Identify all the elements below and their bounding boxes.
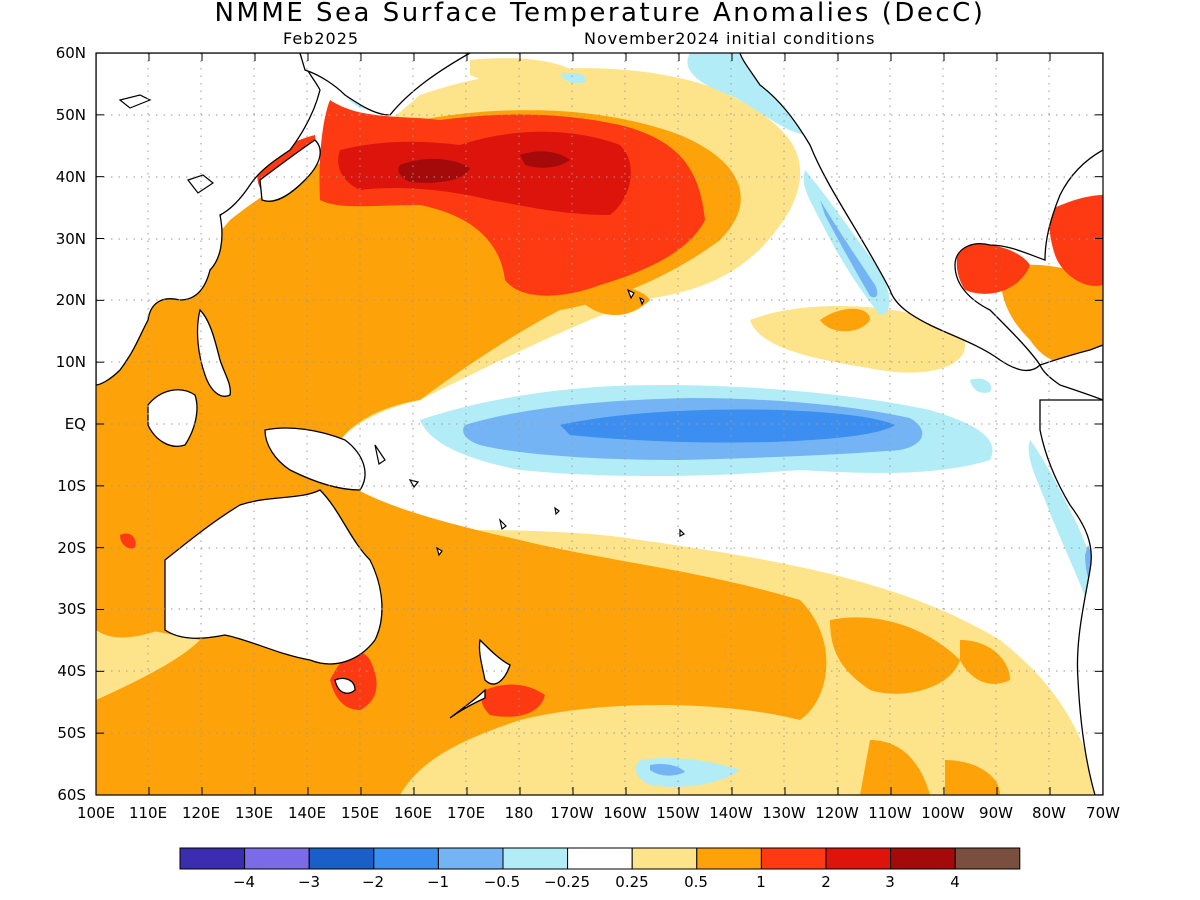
extreme-warm-anomaly: [398, 151, 570, 183]
islands: [118, 94, 686, 557]
lat-label: 60S: [57, 786, 86, 804]
initial-conditions: November2024 initial conditions: [584, 29, 876, 48]
colorbar: −4 −3 −2 −1 −0.5 −0.25 0.25 0.5 1 2 3 4: [179, 847, 1021, 891]
land-north-america: [739, 53, 1103, 372]
land-australia: [164, 489, 383, 665]
colorbar-swatch: [502, 847, 569, 870]
lat-label: 40S: [57, 662, 86, 680]
colorbar-label: 1: [756, 873, 766, 891]
colorbar-swatch: [696, 847, 762, 870]
graticule: [96, 53, 1103, 795]
colorbar-swatches: [179, 847, 1021, 870]
forecast-month: Feb2025: [283, 29, 360, 48]
colorbar-label: 0.25: [615, 873, 648, 891]
lon-label: 120E: [182, 804, 220, 822]
land-new-zealand-north: [478, 638, 511, 685]
lat-label: 20N: [56, 291, 86, 309]
lon-label: 80W: [1032, 804, 1066, 822]
lat-label: 10N: [56, 353, 86, 371]
lat-label: 50N: [56, 106, 86, 124]
lon-label: 140E: [288, 804, 326, 822]
lat-label: 30S: [57, 600, 86, 618]
colorbar-label: −3: [298, 873, 320, 891]
lon-label: 110W: [868, 804, 912, 822]
map-plot-area: [96, 53, 1103, 795]
land-new-zealand-south: [449, 688, 486, 719]
lon-label: 160E: [394, 804, 432, 822]
colorbar-label: 0.5: [684, 873, 708, 891]
lat-label: 40N: [56, 168, 86, 186]
colorbar-swatch: [179, 847, 246, 870]
lon-label: 110E: [129, 804, 167, 822]
lon-label: 120W: [815, 804, 859, 822]
lon-label: 170W: [550, 804, 594, 822]
land-masses: [96, 53, 1103, 795]
colorbar-swatch: [567, 847, 633, 870]
colorbar-labels: −4 −3 −2 −1 −0.5 −0.25 0.25 0.5 1 2 3 4: [233, 873, 960, 891]
lon-label: 150E: [341, 804, 379, 822]
lon-label: 130W: [762, 804, 806, 822]
colorbar-label: −0.25: [544, 873, 590, 891]
land-south-america: [1039, 399, 1103, 795]
land-central-america: [1039, 344, 1103, 401]
lat-label: 10S: [57, 477, 86, 495]
colorbar-label: 4: [950, 873, 960, 891]
land-japan: [259, 139, 321, 202]
lat-label: 50S: [57, 724, 86, 742]
colorbar-swatch: [631, 847, 698, 870]
map-title: NMME Sea Surface Temperature Anomalies (…: [214, 0, 986, 28]
lon-label: 180: [505, 804, 534, 822]
lon-label: 100W: [921, 804, 965, 822]
land-tasmania: [334, 677, 356, 694]
lon-label: 70W: [1086, 804, 1120, 822]
colorbar-swatch: [308, 847, 375, 870]
colorbar-swatch: [825, 847, 892, 870]
longitude-axis: 100E 110E 120E 130E 140E 150E 160E 170E …: [77, 804, 1120, 822]
lon-label: 170E: [447, 804, 485, 822]
colorbar-label: 3: [885, 873, 895, 891]
land-asia: [96, 53, 321, 386]
colorbar-label: −0.5: [484, 873, 520, 891]
lon-label: 130E: [235, 804, 273, 822]
colorbar-label: −4: [233, 873, 255, 891]
axis-ticks: [95, 52, 1104, 796]
lat-label: EQ: [65, 415, 86, 433]
colorbar-label: −2: [362, 873, 384, 891]
lon-label: 140W: [709, 804, 753, 822]
latitude-axis: 60N 50N 40N 30N 20N 10N EQ 10S 20S 30S 4…: [56, 44, 86, 804]
lat-label: 20S: [57, 539, 86, 557]
lon-label: 150W: [656, 804, 700, 822]
colorbar-swatch: [760, 847, 827, 870]
land-new-guinea: [264, 427, 366, 491]
colorbar-swatch: [373, 847, 439, 870]
lon-label: 90W: [979, 804, 1013, 822]
land-philippines: [196, 308, 231, 397]
lat-label: 30N: [56, 230, 86, 248]
colorbar-swatch: [954, 847, 1021, 870]
land-borneo: [147, 389, 198, 447]
colorbar-swatch: [890, 847, 956, 870]
lon-label: 160W: [603, 804, 647, 822]
lat-label: 60N: [56, 44, 86, 62]
lon-label: 100E: [77, 804, 115, 822]
colorbar-label: 2: [821, 873, 831, 891]
colorbar-label: −1: [427, 873, 449, 891]
colorbar-swatch: [244, 847, 310, 870]
land-kamchatka: [299, 53, 472, 116]
colorbar-swatch: [437, 847, 504, 870]
